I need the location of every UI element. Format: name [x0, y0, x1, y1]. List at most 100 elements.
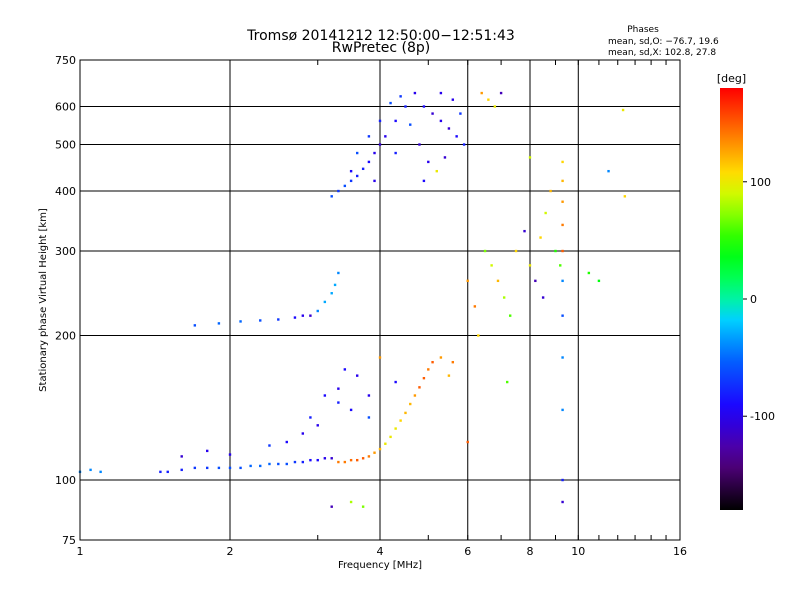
chart-subtitle: RwPretec (8p) — [332, 40, 430, 56]
echo-point — [499, 91, 503, 95]
echo-point — [427, 368, 430, 371]
echo-point — [623, 195, 627, 198]
plot-area: 1 2 4 6 8 10 16 75 100 200 300 400 500 600 750 — [55, 54, 687, 558]
echo-point — [451, 98, 455, 101]
echo-point — [549, 189, 552, 193]
echo-point — [459, 112, 462, 115]
echo-point — [587, 271, 591, 275]
colorbar-tick-label: 0 — [750, 293, 757, 306]
echo-point — [466, 279, 469, 283]
echo-point — [447, 127, 451, 130]
y-axis-label: Stationary phase Virtual Height [km] — [38, 208, 49, 392]
echo-point — [217, 322, 221, 325]
echo-point — [607, 169, 610, 173]
phase-stats-o: mean, sd,O: −76.7, 19.6 — [608, 37, 719, 47]
echo-point — [349, 169, 353, 173]
x-axis-label: Frequency [MHz] — [338, 560, 422, 571]
echo-point — [373, 179, 376, 183]
echo-point — [487, 98, 490, 101]
echo-point — [561, 314, 564, 317]
echo-point — [496, 279, 500, 283]
echo-point — [249, 464, 252, 468]
y-tick-label: 100 — [55, 474, 76, 487]
echo-point — [337, 401, 340, 404]
echo-point — [217, 466, 221, 470]
echo-point — [355, 151, 359, 155]
echo-point — [508, 314, 512, 317]
echo-point — [333, 283, 337, 287]
echo-point — [455, 135, 458, 138]
echo-point — [285, 440, 288, 444]
x-tick-label: 4 — [377, 545, 384, 558]
echo-point — [561, 356, 564, 359]
echo-point — [330, 195, 333, 198]
y-tick-label: 400 — [55, 185, 76, 198]
echo-point — [309, 416, 312, 419]
echo-point — [394, 151, 397, 155]
echo-point — [422, 179, 426, 183]
x-tick-label: 8 — [527, 545, 534, 558]
echo-point — [422, 376, 426, 380]
echo-point — [378, 356, 382, 359]
x-tick-label: 2 — [227, 545, 234, 558]
echo-point — [293, 460, 297, 464]
y-tick-label: 200 — [55, 330, 76, 343]
echo-point — [561, 249, 564, 253]
x-tick-label: 1 — [77, 545, 84, 558]
echo-point — [394, 119, 397, 123]
echo-point — [337, 387, 340, 390]
echo-point — [309, 314, 312, 317]
echo-point — [285, 462, 288, 466]
echo-point — [431, 112, 434, 115]
echo-point — [539, 236, 542, 239]
echo-point — [323, 394, 327, 397]
echo-point — [355, 174, 359, 178]
echo-point — [349, 500, 353, 504]
echo-point — [447, 374, 451, 377]
echo-point — [337, 271, 340, 275]
echo-point — [259, 319, 262, 322]
echo-point — [404, 105, 407, 108]
echo-point — [205, 449, 209, 453]
echo-point — [431, 360, 434, 364]
echo-point — [597, 279, 601, 283]
echo-point — [166, 470, 169, 474]
echo-point — [389, 101, 392, 105]
echo-point — [466, 440, 469, 444]
echo-point — [367, 394, 371, 397]
echo-point — [534, 279, 537, 283]
echo-point — [394, 427, 397, 430]
echo-point — [502, 296, 506, 299]
y-tick-label: 600 — [55, 101, 76, 114]
echo-point — [330, 457, 333, 460]
echo-point — [561, 200, 564, 203]
echo-point — [528, 264, 532, 267]
x-tick-label: 16 — [673, 545, 687, 558]
echo-point — [205, 466, 209, 470]
echo-point — [399, 419, 402, 422]
echo-point — [309, 458, 312, 462]
echo-point — [439, 356, 443, 359]
echo-point — [435, 169, 438, 173]
echo-point — [621, 108, 625, 112]
echo-point — [493, 105, 497, 108]
colorbar: [deg] 100 0 -100 — [717, 72, 775, 510]
echo-point — [409, 123, 412, 126]
echo-point — [490, 264, 493, 267]
echo-point — [373, 151, 376, 155]
echo-point — [477, 334, 480, 337]
echo-point — [384, 135, 387, 138]
echo-point — [561, 408, 564, 412]
echo-point — [561, 223, 564, 227]
echo-point — [480, 91, 483, 95]
echo-point — [323, 457, 327, 460]
echo-point — [268, 444, 271, 447]
echo-point — [413, 394, 417, 397]
echo-point — [180, 455, 183, 458]
echo-point — [443, 156, 447, 159]
echo-point — [462, 143, 466, 146]
echo-point — [427, 160, 430, 164]
echo-point — [559, 264, 562, 267]
echo-point — [301, 314, 305, 317]
